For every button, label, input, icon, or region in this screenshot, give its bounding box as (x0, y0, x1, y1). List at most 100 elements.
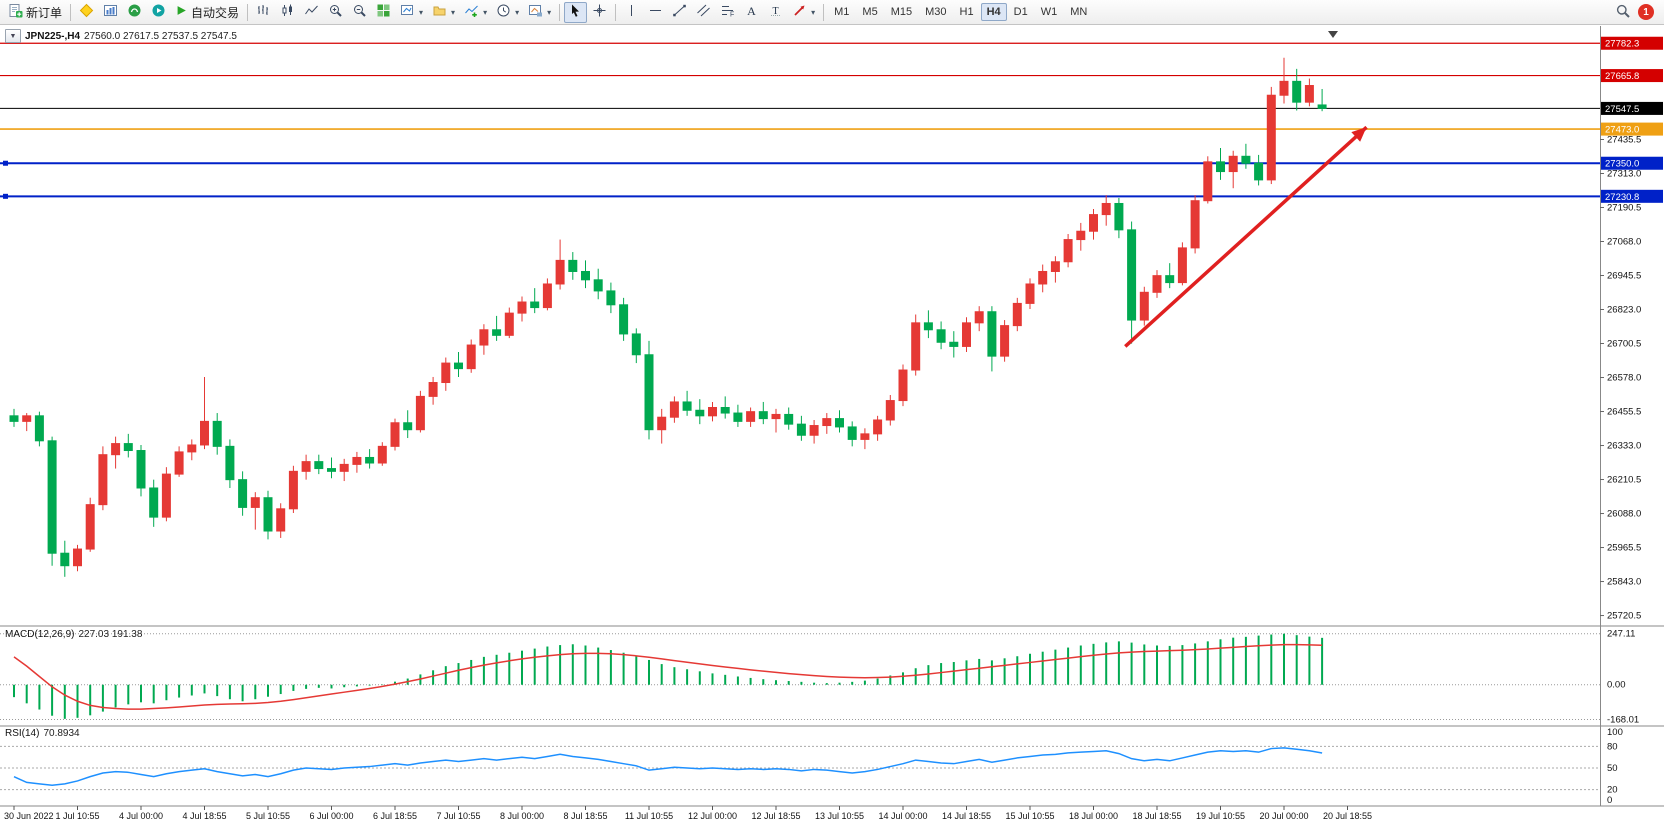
one-click-trading-button[interactable]: ▼ (5, 29, 21, 43)
candle-bullish (1203, 161, 1213, 202)
timeframe-M5[interactable]: M5 (856, 3, 883, 21)
tile-windows-button[interactable] (372, 2, 395, 23)
new-order-button[interactable]: 新订单 (4, 2, 66, 23)
fibonacci-button[interactable]: F (716, 2, 739, 23)
vertical-line-button[interactable] (620, 2, 643, 23)
metaeditor-icon (79, 3, 94, 21)
price-tag-27230.8 (1601, 189, 1663, 203)
time-axis-label: 4 Jul 00:00 (119, 811, 163, 821)
price-axis-label: 25720.5 (1607, 611, 1641, 622)
candle-bullish (377, 445, 387, 464)
search-button[interactable] (1611, 2, 1635, 23)
candle-bullish (1152, 275, 1162, 293)
timeframe-M15[interactable]: M15 (885, 3, 918, 21)
candle-bullish (428, 382, 438, 397)
candle-bullish (339, 463, 349, 472)
candle-bullish (555, 259, 565, 285)
text-a-icon: A (744, 3, 759, 21)
candle-bullish (542, 283, 552, 309)
zoom-in-button[interactable] (324, 2, 347, 23)
time-axis-label: 8 Jul 00:00 (500, 811, 544, 821)
crosshair-button[interactable] (588, 2, 611, 23)
candlestick-icon (280, 3, 295, 21)
chart-canvas: 27435.5 27313.0 27190.5 27068.0 26945.5 26823… (0, 26, 1664, 821)
macd-axis-label: 247.11 (1607, 629, 1635, 640)
trendline-icon (672, 3, 687, 21)
timeframe-H1[interactable]: H1 (954, 3, 980, 21)
price-tag-label: 27350.0 (1605, 159, 1639, 170)
candle-bearish (327, 468, 336, 472)
candle-bearish (835, 418, 844, 428)
bar-chart-type-button[interactable] (252, 2, 275, 23)
price-axis-label: 27435.5 (1607, 135, 1641, 146)
strategy-tester-button[interactable] (147, 2, 170, 23)
candle-bullish (1266, 94, 1276, 181)
line-handle[interactable] (3, 160, 8, 166)
charts-button[interactable] (99, 2, 122, 23)
line-handle[interactable] (3, 193, 8, 199)
price-axis-label: 26455.5 (1607, 407, 1641, 418)
candle-bullish (657, 416, 667, 431)
candle-bullish (187, 444, 197, 453)
chart-title: ▼ JPN225-,H4 27560.0 27617.5 27537.5 275… (5, 29, 237, 43)
candlestick-type-button[interactable] (276, 2, 299, 23)
timeframe-M30[interactable]: M30 (919, 3, 952, 21)
channel-button[interactable] (692, 2, 715, 23)
cursor-button[interactable] (564, 1, 588, 23)
notification-badge[interactable]: 1 (1638, 4, 1654, 20)
mql5-community-button[interactable] (123, 2, 146, 23)
time-axis-label: 12 Jul 18:55 (751, 811, 800, 821)
line-chart-type-button[interactable] (300, 2, 323, 23)
zoom-in-icon (328, 3, 343, 21)
text-button[interactable]: A (740, 2, 763, 23)
periods-button[interactable]: ▾ (492, 2, 523, 23)
candle-bearish (1165, 275, 1175, 284)
svg-text:F: F (730, 12, 734, 19)
price-tag-27665.8 (1601, 69, 1663, 83)
metaeditor-button[interactable] (75, 2, 98, 23)
price-tag-27547.5 (1601, 101, 1663, 115)
price-axis-label: 26823.0 (1607, 305, 1641, 316)
timeframe-M1[interactable]: M1 (828, 3, 855, 21)
chart-shift-marker[interactable] (1328, 31, 1338, 38)
arrows-button[interactable]: ▾ (788, 2, 819, 23)
trendline-button[interactable] (668, 2, 691, 23)
profiles-button[interactable]: ▾ (428, 2, 459, 23)
svg-text:T: T (773, 6, 779, 17)
candle-bearish (796, 423, 806, 436)
timeframe-W1[interactable]: W1 (1035, 3, 1064, 21)
candle-bullish (1177, 247, 1187, 284)
price-axis-label: 25965.5 (1607, 543, 1641, 554)
text-label-button[interactable]: T (764, 2, 787, 23)
horizontal-line-button[interactable] (644, 2, 667, 23)
candle-bullish (1000, 325, 1010, 357)
time-axis-label: 14 Jul 00:00 (878, 811, 927, 821)
templates-button[interactable]: ▾ (524, 2, 555, 23)
timeframe-H4[interactable]: H4 (980, 3, 1007, 21)
svg-text:A: A (747, 4, 756, 18)
trend-arrow[interactable] (1124, 125, 1368, 348)
price-axis-label: 27068.0 (1607, 237, 1641, 248)
auto-trading-button[interactable]: 自动交易 (171, 2, 243, 23)
candle-bearish (1254, 162, 1264, 181)
separator (70, 3, 72, 21)
price-axis-label: 25843.0 (1607, 577, 1641, 588)
trend-arrow-head[interactable] (1351, 127, 1367, 142)
candle-bearish (1241, 155, 1251, 164)
macd-pane-label: MACD(12,26,9) 227.03 191.38 (5, 629, 142, 640)
candle-bearish (136, 450, 146, 489)
cursor-icon (568, 3, 583, 21)
candle-bearish (644, 354, 654, 431)
timeframe-MN[interactable]: MN (1064, 3, 1093, 21)
zoom-out-button[interactable] (348, 2, 371, 23)
indicators-button[interactable]: ▾ (460, 2, 491, 23)
time-axis-label: 14 Jul 18:55 (942, 811, 991, 821)
horizontal-line-icon (648, 3, 663, 21)
timeframe-D1[interactable]: D1 (1008, 3, 1034, 21)
price-tag-label: 27230.8 (1605, 192, 1639, 203)
candle-bearish (936, 329, 946, 343)
candle-bearish (1127, 229, 1137, 321)
new-chart-button[interactable]: ▾ (396, 2, 427, 23)
candle-bearish (123, 443, 133, 452)
rsi-value-label: 70.8934 (43, 728, 80, 739)
